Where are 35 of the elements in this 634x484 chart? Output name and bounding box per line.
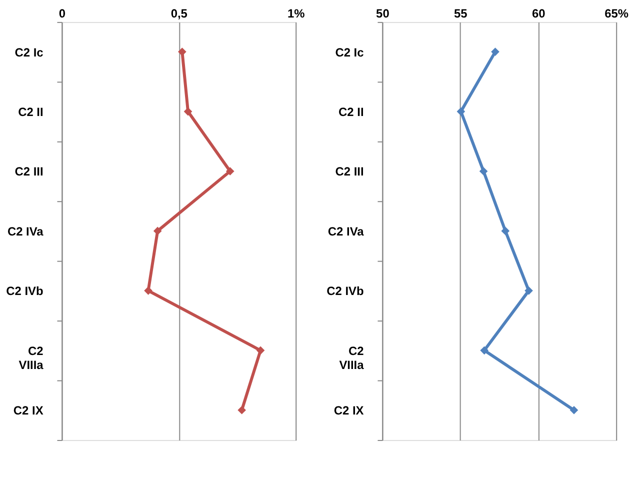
y-tick-label: C2 II bbox=[338, 105, 364, 120]
point bbox=[226, 167, 234, 176]
y-tick-label: C2 IVb bbox=[6, 284, 44, 298]
y-tick-label: C2 VIIIa bbox=[339, 344, 364, 372]
y-tick-label: C2 II bbox=[18, 105, 44, 120]
point bbox=[524, 286, 533, 295]
point bbox=[501, 226, 510, 236]
y-tick-label: C2 IX bbox=[13, 404, 44, 418]
point bbox=[456, 107, 466, 116]
y-tick-label: C2 IVa bbox=[7, 224, 44, 238]
point bbox=[570, 406, 578, 414]
y-tick-label: C2 Ic bbox=[335, 45, 364, 60]
y-tick-label: C2 Ic bbox=[14, 45, 44, 60]
point bbox=[480, 346, 488, 355]
point bbox=[238, 406, 246, 414]
y-tick-label: C2 IX bbox=[334, 404, 364, 418]
x-tick-label: 0,5 bbox=[170, 6, 188, 20]
point bbox=[153, 226, 162, 236]
point bbox=[144, 286, 152, 295]
point bbox=[479, 167, 488, 176]
x-tick-label: 55 bbox=[454, 6, 468, 20]
y-tick-label: C2 III bbox=[335, 164, 364, 179]
x-tick-label: 1% bbox=[287, 6, 306, 20]
x-tick-label: 50 bbox=[376, 6, 390, 20]
x-tick-label: 0 bbox=[58, 6, 66, 20]
y-tick-label: C2 IVb bbox=[326, 284, 364, 298]
y-tick-label: C2 VIIIa bbox=[18, 344, 44, 372]
x-tick-label: 65% bbox=[604, 6, 629, 20]
x-tick-label: 60 bbox=[532, 6, 546, 20]
point bbox=[256, 346, 265, 355]
point bbox=[491, 48, 500, 56]
point bbox=[184, 107, 192, 116]
point bbox=[178, 48, 186, 56]
y-tick-label: C2 IVa bbox=[328, 224, 364, 238]
y-tick-label: C2 III bbox=[14, 164, 44, 179]
